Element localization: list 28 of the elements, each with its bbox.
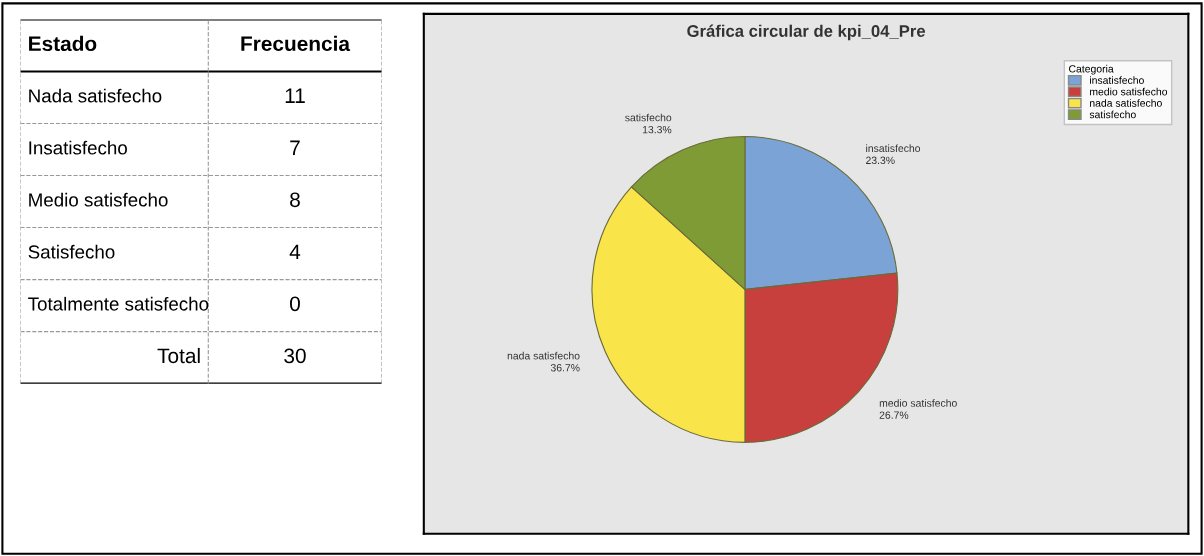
data-label: 7	[290, 140, 300, 155]
data-label: 0	[290, 296, 300, 312]
text: 30	[284, 348, 306, 364]
legend-title: Categoria	[1069, 64, 1114, 75]
category-label: Totalmente satisfecho	[28, 296, 209, 311]
legend-label: insatisfecho	[1090, 76, 1144, 84]
data-label: 4	[289, 244, 301, 259]
slice-label: satisfecho	[625, 113, 672, 122]
data-label: 8	[290, 192, 300, 208]
text: Total	[157, 347, 200, 364]
chart-title: Gráfica circular de kpi_04_Pre	[687, 24, 926, 41]
text: Frecuencia	[241, 35, 351, 52]
legend-label: satisfecho	[1089, 110, 1136, 119]
text: Estado	[29, 35, 97, 52]
category-label: Satisfecho	[28, 244, 115, 259]
legend-label: nada satisfecho	[1090, 99, 1162, 107]
data-label: 26.7%	[879, 411, 909, 419]
category-label: Nada satisfecho	[29, 88, 162, 103]
legend-label: medio satisfecho	[1090, 87, 1168, 96]
data-label: 23.3%	[866, 156, 895, 164]
data-label: 13.3%	[642, 125, 672, 134]
data-label: 11	[285, 88, 305, 103]
category-label: Medio satisfecho	[29, 192, 168, 207]
slice-label: nada satisfecho	[507, 351, 580, 360]
slice-label: medio satisfecho	[879, 399, 957, 407]
slice-label: insatisfecho	[866, 144, 921, 153]
category-label: Insatisfecho	[29, 140, 127, 155]
data-label: 36.7%	[550, 364, 580, 372]
